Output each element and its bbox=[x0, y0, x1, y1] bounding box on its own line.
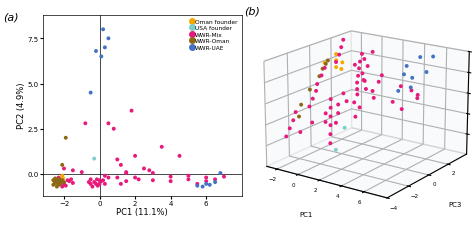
WWR-UAE bbox=[202, 182, 210, 186]
WWR-Mix bbox=[82, 122, 89, 126]
USA founder bbox=[91, 157, 98, 161]
WWR-UAE bbox=[193, 184, 201, 188]
WWR-Mix bbox=[94, 184, 101, 188]
WWR-Mix bbox=[131, 176, 139, 180]
Text: (a): (a) bbox=[3, 12, 18, 22]
Oman founder bbox=[59, 177, 67, 180]
WWR-Oman bbox=[56, 182, 64, 186]
WWR-Mix bbox=[60, 167, 68, 171]
WWR-Mix bbox=[78, 171, 85, 174]
WWR-Oman bbox=[51, 177, 59, 180]
WWR-Mix bbox=[87, 182, 94, 186]
Legend: Oman founder, USA founder, WWR-Mix, WWR-Oman, WWR-UAE: Oman founder, USA founder, WWR-Mix, WWR-… bbox=[189, 19, 239, 52]
WWR-UAE bbox=[217, 171, 224, 175]
WWR-Oman bbox=[60, 180, 68, 184]
WWR-UAE bbox=[98, 55, 105, 59]
WWR-Mix bbox=[140, 167, 148, 171]
WWR-Mix bbox=[110, 127, 118, 131]
WWR-Mix bbox=[105, 122, 112, 126]
WWR-Mix bbox=[91, 180, 98, 184]
WWR-Mix bbox=[211, 178, 219, 181]
WWR-Mix bbox=[122, 180, 130, 183]
WWR-Mix bbox=[85, 180, 92, 184]
Y-axis label: PC2 (4.9%): PC2 (4.9%) bbox=[17, 83, 26, 129]
WWR-Oman bbox=[55, 180, 63, 184]
WWR-Mix bbox=[96, 182, 103, 186]
WWR-Oman bbox=[56, 178, 64, 181]
Text: (b): (b) bbox=[244, 7, 260, 17]
WWR-Mix bbox=[122, 171, 130, 175]
WWR-Mix bbox=[69, 169, 77, 172]
WWR-Oman bbox=[49, 183, 57, 187]
WWR-Mix bbox=[220, 175, 228, 179]
WWR-Oman bbox=[62, 136, 70, 140]
WWR-Mix bbox=[67, 178, 75, 181]
WWR-Mix bbox=[167, 175, 174, 179]
WWR-Mix bbox=[64, 179, 71, 182]
WWR-Mix bbox=[101, 174, 109, 178]
WWR-Oman bbox=[53, 185, 61, 189]
WWR-Mix bbox=[60, 182, 68, 186]
WWR-Mix bbox=[117, 163, 125, 167]
WWR-Mix bbox=[193, 182, 201, 186]
WWR-Mix bbox=[98, 180, 105, 183]
WWR-Oman bbox=[54, 181, 62, 185]
WWR-Mix bbox=[131, 154, 139, 158]
WWR-UAE bbox=[105, 37, 112, 41]
WWR-Oman bbox=[58, 179, 66, 182]
Oman founder bbox=[56, 179, 64, 182]
WWR-Mix bbox=[62, 184, 70, 188]
WWR-Mix bbox=[114, 158, 121, 162]
WWR-Oman bbox=[51, 181, 59, 185]
WWR-Mix bbox=[51, 181, 59, 185]
WWR-UAE bbox=[92, 50, 100, 54]
WWR-Mix bbox=[128, 109, 136, 113]
WWR-Mix bbox=[122, 171, 130, 174]
WWR-Mix bbox=[100, 179, 107, 182]
WWR-UAE bbox=[87, 91, 94, 95]
Y-axis label: PC3: PC3 bbox=[448, 201, 462, 207]
X-axis label: PC1 (11.1%): PC1 (11.1%) bbox=[116, 207, 168, 216]
WWR-Mix bbox=[146, 169, 153, 172]
WWR-Oman bbox=[58, 163, 66, 167]
WWR-UAE bbox=[100, 28, 107, 32]
WWR-Mix bbox=[58, 185, 66, 189]
WWR-Mix bbox=[92, 182, 100, 186]
WWR-Mix bbox=[89, 185, 96, 189]
X-axis label: PC1: PC1 bbox=[299, 211, 312, 217]
WWR-Mix bbox=[176, 154, 183, 158]
WWR-Oman bbox=[55, 183, 63, 187]
WWR-Mix bbox=[117, 182, 125, 186]
Oman founder bbox=[58, 174, 66, 178]
WWR-Oman bbox=[53, 178, 61, 181]
WWR-UAE bbox=[101, 46, 109, 50]
WWR-Mix bbox=[65, 180, 73, 183]
WWR-Mix bbox=[185, 178, 192, 181]
WWR-Mix bbox=[149, 171, 156, 175]
WWR-Mix bbox=[158, 145, 165, 149]
WWR-Mix bbox=[167, 180, 174, 183]
WWR-Mix bbox=[69, 181, 77, 185]
WWR-Mix bbox=[114, 176, 121, 180]
WWR-Oman bbox=[52, 180, 60, 183]
WWR-Mix bbox=[96, 179, 103, 182]
WWR-Mix bbox=[202, 176, 210, 180]
WWR-Mix bbox=[185, 174, 192, 178]
WWR-Mix bbox=[101, 182, 109, 186]
WWR-Mix bbox=[93, 178, 100, 181]
WWR-UAE bbox=[199, 185, 207, 189]
WWR-Oman bbox=[49, 179, 57, 182]
WWR-Mix bbox=[149, 179, 156, 182]
WWR-Mix bbox=[87, 178, 94, 181]
WWR-Mix bbox=[56, 180, 64, 183]
WWR-Mix bbox=[135, 178, 142, 181]
WWR-UAE bbox=[211, 180, 219, 184]
WWR-Mix bbox=[105, 176, 112, 180]
WWR-UAE bbox=[206, 183, 213, 187]
WWR-Mix bbox=[55, 176, 63, 180]
WWR-Mix bbox=[202, 180, 210, 183]
